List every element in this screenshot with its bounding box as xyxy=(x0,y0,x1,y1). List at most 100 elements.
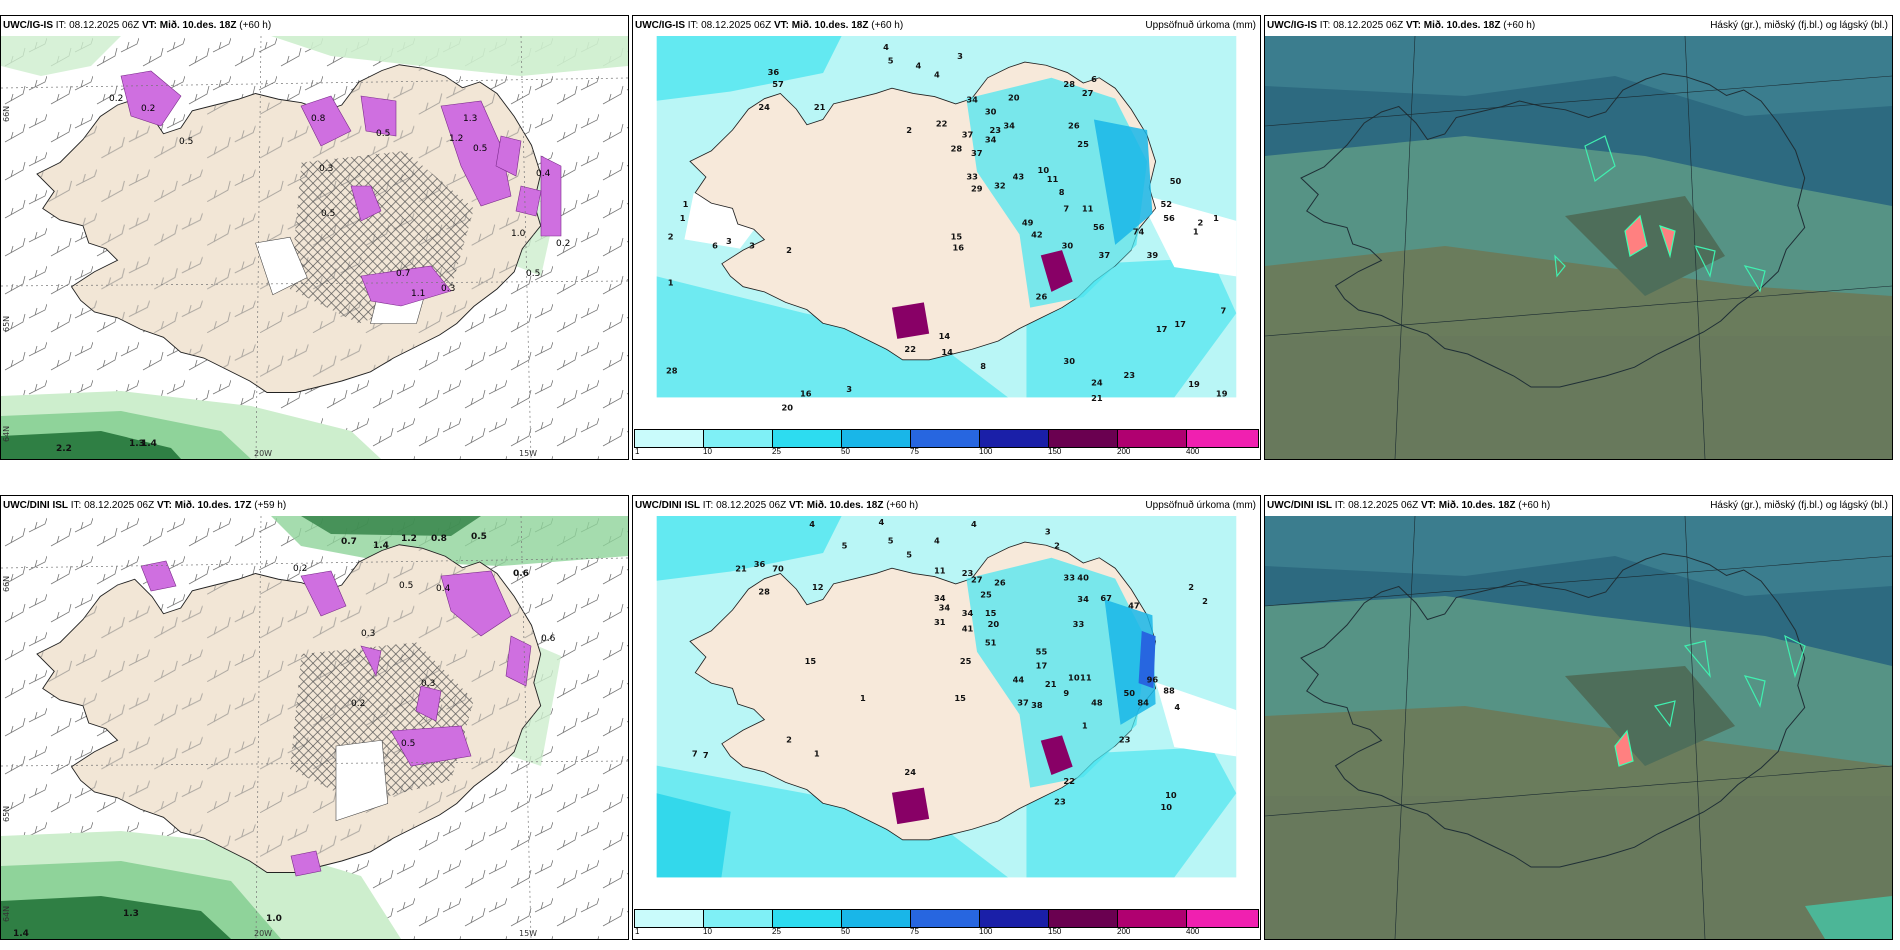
contour-value: 0.5 xyxy=(179,137,193,147)
lon-label: 15W xyxy=(519,449,537,458)
precip-value: 20 xyxy=(988,619,1000,629)
model-name: UWC/IG-IS xyxy=(3,20,53,31)
precip-value: 38 xyxy=(1031,700,1043,710)
precip-value: 24 xyxy=(758,102,770,112)
precip-value: 3 xyxy=(1045,526,1051,536)
precip-value: 10 xyxy=(1165,790,1177,800)
precip-value: 14 xyxy=(941,347,953,357)
precip-value: 34 xyxy=(966,95,978,105)
precip-value: 23 xyxy=(1119,734,1131,744)
precip-value: 16 xyxy=(953,242,965,252)
precip-value: 7 xyxy=(1221,305,1227,315)
valid-time: Mið. 10.des. 18Z xyxy=(159,20,237,31)
precip-legend: 1 10 25 50 75 100 150 200 400 xyxy=(633,427,1260,459)
precip-value: 10 xyxy=(1068,673,1080,683)
precip-value: 34 xyxy=(962,608,974,618)
legend-color xyxy=(841,909,911,928)
lon-label: 15W xyxy=(519,929,537,938)
legend-label: 400 xyxy=(1186,447,1200,456)
precip-value: 28 xyxy=(1063,79,1075,89)
legend-color xyxy=(1117,909,1187,928)
precip-value: 34 xyxy=(1077,594,1089,604)
legend-label: 10 xyxy=(703,927,712,936)
legend-label: 10 xyxy=(703,447,712,456)
contour-value: 0.5 xyxy=(399,581,413,591)
valid-time-label: VT: xyxy=(773,20,789,31)
precip-value: 84 xyxy=(1137,697,1149,707)
precip-value: 51 xyxy=(985,637,997,647)
precip-value: 33 xyxy=(966,171,978,181)
precip-value: 15 xyxy=(805,656,817,666)
precip-value: 44 xyxy=(1013,674,1025,684)
lat-label: 65N xyxy=(2,806,11,822)
precip-value: 23 xyxy=(962,568,974,578)
precip-value: 30 xyxy=(1062,241,1074,251)
contour-value: 0.5 xyxy=(526,269,540,279)
legend-color xyxy=(634,909,704,928)
precip-value: 11 xyxy=(1047,174,1059,184)
precip-value: 16 xyxy=(800,388,812,398)
precip-value: 19 xyxy=(1216,388,1228,398)
contour-value: 0.4 xyxy=(436,584,451,594)
panel-dini-clouds: UWC/DINI ISL IT: 08.12.2025 06Z VT: Mið.… xyxy=(1264,495,1893,940)
precip-value: 1 xyxy=(1193,227,1199,237)
precip-value: 11 xyxy=(934,565,946,575)
precip-value: 2 xyxy=(1197,217,1203,227)
precip-value: 36 xyxy=(768,67,780,77)
precip-value: 7 xyxy=(692,748,698,758)
precip-value: 33 xyxy=(1073,619,1085,629)
contour-value: 0.3 xyxy=(319,164,333,174)
legend-color xyxy=(979,429,1049,448)
precip-value: 11 xyxy=(1080,673,1092,683)
precip-value: 4 xyxy=(883,42,889,52)
precip-value: 9 xyxy=(1063,688,1069,698)
panel-header: UWC/IG-IS IT: 08.12.2025 06Z VT: Mið. 10… xyxy=(1,16,628,36)
precip-value: 14 xyxy=(939,331,951,341)
panel-igis-precip: UWC/IG-IS IT: 08.12.2025 06Z VT: Mið. 10… xyxy=(632,15,1261,460)
valid-time: Mið. 10.des. 17Z xyxy=(174,500,252,511)
cloud-map xyxy=(1265,36,1892,459)
contour-value: 0.6 xyxy=(513,569,529,579)
init-time: 08.12.2025 06Z xyxy=(84,500,155,511)
legend-color xyxy=(910,909,980,928)
contour-value: 1.2 xyxy=(401,534,417,544)
precip-value: 23 xyxy=(1054,796,1066,806)
precip-value: 57 xyxy=(772,79,784,89)
legend-label: 1 xyxy=(635,447,640,456)
precip-value: 41 xyxy=(962,624,974,634)
precip-value: 39 xyxy=(1147,250,1159,260)
precip-value: 3 xyxy=(957,51,963,61)
precip-value: 21 xyxy=(814,102,826,112)
precip-value: 5 xyxy=(888,56,894,66)
contour-value: 1.4 xyxy=(13,929,29,939)
precip-value: 7 xyxy=(703,750,709,760)
panel-title: Háský (gr.), miðský (fj.bl.) og lágský (… xyxy=(1710,20,1888,31)
precip-value: 37 xyxy=(1017,697,1029,707)
contour-value: 0.7 xyxy=(396,269,410,279)
legend-label: 25 xyxy=(772,447,781,456)
precip-value: 74 xyxy=(1133,227,1145,237)
contour-value: 1.0 xyxy=(266,914,282,924)
contour-value: 1.4 xyxy=(373,541,389,551)
precip-value: 33 xyxy=(1063,573,1075,583)
precip-value: 29 xyxy=(971,183,983,193)
precip-map: 4 4 4 3 2 5 5 5 4 21 36 70 28 12 11 34 2… xyxy=(656,516,1237,878)
panel-title: Háský (gr.), miðský (fj.bl.) og lágský (… xyxy=(1710,500,1888,511)
init-time-label: IT: xyxy=(702,500,714,511)
precip-value: 67 xyxy=(1100,593,1112,603)
precip-value: 96 xyxy=(1147,674,1159,684)
legend-label: 200 xyxy=(1117,447,1131,456)
valid-time-label: VT: xyxy=(788,500,804,511)
valid-time-label: VT: xyxy=(141,20,157,31)
panel-dini-precip: UWC/DINI ISL IT: 08.12.2025 06Z VT: Mið.… xyxy=(632,495,1261,940)
init-time: 08.12.2025 06Z xyxy=(701,20,772,31)
contour-value: 0.3 xyxy=(441,284,455,294)
valid-time-label: VT: xyxy=(156,500,172,511)
precip-value: 32 xyxy=(994,181,1006,191)
precip-value: 2 xyxy=(1202,596,1208,606)
precip-value: 28 xyxy=(758,587,770,597)
contour-value: 1.3 xyxy=(463,114,477,124)
precip-value: 31 xyxy=(934,617,946,627)
precip-map: 4 5 4 3 4 2 1 36 57 24 21 34 30 20 28 27… xyxy=(656,36,1237,412)
lead-time: (+60 h) xyxy=(1503,20,1536,31)
